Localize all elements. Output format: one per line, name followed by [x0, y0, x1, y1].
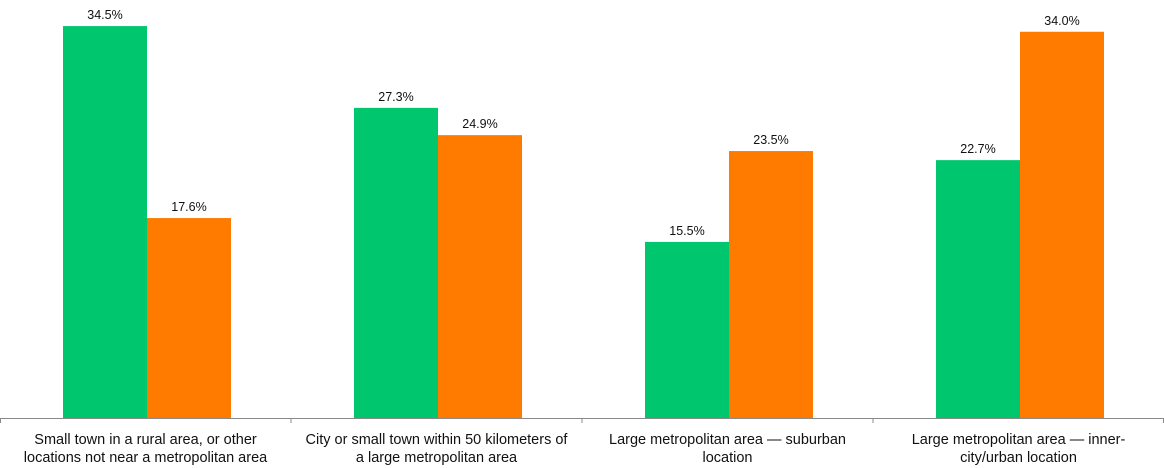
bar-series1-cat1: [63, 26, 147, 419]
value-label-series1-cat3: 15.5%: [669, 224, 704, 238]
x-axis: [0, 418, 1164, 423]
value-label-series2-cat1: 17.6%: [171, 200, 206, 214]
value-label-series1-cat1: 34.5%: [87, 8, 122, 22]
value-labels-layer: 34.5% 17.6% 27.3% 24.9% 15.5% 23.5% 22.7% 34.0%: [87, 8, 1079, 238]
category-label-line: locations not near a metropolitan area: [24, 450, 268, 466]
category-label-4: Large metropolitan area — inner-city/urb…: [912, 432, 1126, 466]
category-label-line: Small town in a rural area, or other: [34, 432, 257, 448]
bar-series1-cat3: [645, 241, 729, 418]
category-label-line: Large metropolitan area — suburban: [609, 432, 846, 448]
bar-series1-cat4: [936, 160, 1020, 418]
bar-series2-cat2: [438, 135, 522, 418]
bars-layer: [63, 26, 1104, 419]
value-label-series2-cat2: 24.9%: [462, 117, 497, 131]
value-label-series1-cat2: 27.3%: [378, 90, 413, 104]
category-label-2: City or small town within 50 kilometers …: [306, 432, 569, 466]
category-labels-layer: Small town in a rural area, or other loca…: [24, 432, 1126, 466]
bar-series2-cat4: [1020, 31, 1104, 418]
category-label-line: a large metropolitan area: [356, 450, 518, 466]
category-label-line: Large metropolitan area — inner-: [912, 432, 1126, 448]
value-label-series2-cat3: 23.5%: [753, 133, 788, 147]
category-label-line: location: [703, 450, 753, 466]
bar-series1-cat2: [354, 107, 438, 419]
value-label-series2-cat4: 34.0%: [1044, 14, 1079, 28]
value-label-series1-cat4: 22.7%: [960, 142, 995, 156]
bar-series2-cat3: [729, 151, 813, 419]
bar-series2-cat1: [147, 218, 231, 418]
category-label-3: Large metropolitan area — suburban locati…: [609, 432, 846, 466]
category-label-1: Small town in a rural area, or other loca…: [24, 432, 268, 466]
category-label-line: city/urban location: [960, 450, 1077, 466]
category-label-line: City or small town within 50 kilometers …: [306, 432, 569, 448]
